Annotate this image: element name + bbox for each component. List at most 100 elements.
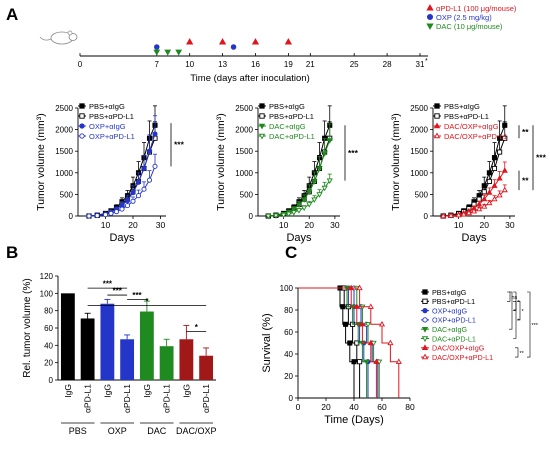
data-point — [306, 202, 313, 208]
data-point — [108, 210, 114, 216]
data-point — [301, 197, 308, 203]
y-axis-label: Tumor volume (mm³) — [215, 113, 227, 211]
group-label: DAC/OXP — [176, 426, 217, 436]
data-point — [113, 209, 120, 215]
legend-label: DAC/OXP+αPD-L1 — [444, 132, 508, 141]
data-point — [460, 210, 467, 217]
significance-bracket — [517, 301, 521, 321]
apd-l1-dose-marker — [218, 38, 227, 45]
y-tick-label: 500 — [415, 190, 429, 199]
timeline-legend-label: OXP (2.5 mg/kg) — [436, 13, 492, 22]
legend-marker — [79, 133, 85, 139]
legend-label: PBS+αIgG — [432, 288, 467, 297]
timeline-tick-label: 7 — [155, 60, 160, 69]
legend-label: PBS+αIgG — [89, 102, 125, 111]
data-point — [455, 211, 462, 218]
apd-l1-dose-marker — [284, 38, 293, 45]
tumor-growth-chart-dac-oxp: 0 500 1000 1500 2000 2500 10 20 30 Days Tumor volu… — [390, 102, 547, 244]
data-point — [491, 182, 498, 188]
data-point — [135, 179, 142, 185]
timeline-tick-label: 10 — [185, 60, 194, 69]
x-axis-label: Days — [109, 232, 135, 244]
survival-point — [363, 359, 370, 366]
survival-point — [364, 322, 372, 328]
bar — [199, 355, 214, 380]
bar — [80, 318, 95, 380]
data-point — [497, 149, 503, 155]
legend-marker — [422, 298, 428, 304]
x-tick-label: 30 — [156, 220, 166, 230]
y-tick-label: 100 — [40, 289, 54, 298]
significance-label: *** — [113, 287, 123, 296]
legend-marker — [421, 326, 429, 333]
y-tick-label: 0 — [249, 212, 254, 221]
y-tick-label: 2500 — [55, 104, 73, 113]
data-point — [470, 207, 478, 214]
panel-label-c: C — [285, 243, 297, 262]
mouse-icon — [39, 30, 78, 45]
survival-point — [356, 284, 363, 291]
timeline-legend-label: αPD-L1 (100 μg/mouse) — [436, 4, 517, 13]
legend-marker — [433, 122, 441, 129]
survival-curve — [298, 287, 377, 398]
timeline-tick-label: 16 — [251, 60, 260, 69]
data-point — [476, 205, 483, 212]
y-tick-label: 100 — [280, 284, 294, 293]
data-point — [135, 193, 142, 199]
data-point — [311, 179, 318, 185]
legend-marker — [421, 353, 429, 360]
tumor-growth-chart-dac: 0 500 1000 1500 2000 2500 10 20 30 Days Tumor volu… — [215, 102, 359, 244]
legend-label: PBS+αIgG — [444, 102, 480, 111]
y-tick-label: 1500 — [55, 147, 73, 156]
legend-label: PBS+αPD-L1 — [432, 297, 475, 306]
legend-marker — [79, 123, 85, 129]
y-tick-label: 1000 — [410, 169, 428, 178]
significance-label: *** — [103, 280, 113, 289]
data-point — [481, 203, 488, 209]
significance-bracket — [527, 291, 531, 358]
data-point — [124, 197, 131, 203]
significance-label: *** — [174, 140, 185, 150]
y-tick-label: 1500 — [235, 147, 253, 156]
survival-point — [367, 303, 374, 309]
legend-marker — [422, 307, 428, 314]
timeline-legend-label: DAC (10 μg/mouse) — [436, 22, 503, 31]
timeline-tick-label: 0 — [78, 60, 83, 69]
category-label: αPD-L1 — [122, 384, 132, 413]
relative-tumor-volume-bar-chart: 0 20 40 60 80 100 120 Rel. tumor volume (%) IgG α… — [22, 272, 217, 436]
significance-label: * — [514, 309, 517, 315]
bar — [159, 346, 174, 380]
survival-point — [357, 359, 363, 365]
timeline-tick-label: 25 — [350, 60, 359, 69]
legend-marker — [79, 103, 85, 109]
y-tick-label: 2000 — [55, 126, 73, 135]
y-tick-label: 80 — [284, 306, 293, 315]
legend-marker — [434, 103, 440, 109]
dosing-timeline: 0 7 10 13 16 19 21 25 28 31 * Time (days after ino… — [39, 4, 517, 84]
significance-bracket — [515, 347, 519, 358]
apd-l1-dose-marker — [186, 38, 194, 45]
category-label: IgG — [142, 384, 152, 398]
x-axis-label: Days — [461, 232, 487, 244]
significance-label: * — [518, 300, 521, 306]
data-point — [130, 198, 136, 204]
legend-label: OXP+αIgG — [432, 306, 468, 315]
significance-bracket — [513, 301, 517, 339]
data-point — [146, 148, 153, 154]
significance-label: * — [145, 297, 149, 306]
y-tick-label: 120 — [40, 272, 54, 281]
data-point — [465, 209, 472, 216]
timeline-legend-marker — [426, 13, 434, 21]
y-tick-label: 80 — [44, 307, 53, 316]
x-tick-label: 10 — [279, 220, 289, 230]
bar — [139, 311, 154, 380]
oxp-dose-marker — [230, 44, 237, 50]
dac-dose-marker — [175, 49, 183, 56]
y-tick-label: 40 — [44, 341, 53, 350]
significance-label: *** — [536, 153, 547, 163]
legend-marker — [434, 113, 440, 119]
y-tick-label: 2500 — [410, 104, 428, 113]
y-tick-label: 500 — [240, 190, 254, 199]
data-point — [496, 175, 503, 181]
